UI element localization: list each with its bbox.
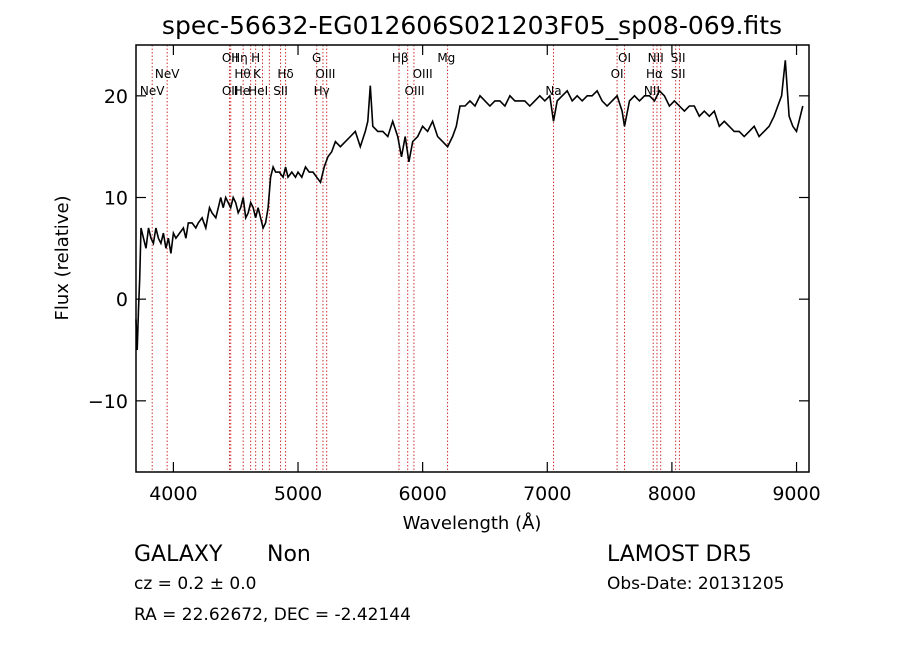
- y-tick-label: −10: [88, 391, 128, 413]
- x-tick-label: 6000: [398, 483, 446, 505]
- subclass: Non: [267, 542, 311, 567]
- spectral-line-label: Hγ: [314, 84, 330, 98]
- spectral-line-label: OIII: [405, 84, 425, 98]
- spectral-line-label: Na: [545, 84, 561, 98]
- spectral-line-label: NII: [644, 84, 660, 98]
- y-tick-label: 0: [116, 289, 128, 311]
- spectral-line-label: Hα: [646, 67, 663, 81]
- spectral-line-label: K: [253, 67, 262, 81]
- x-tick-label: 9000: [772, 483, 820, 505]
- spectral-line-label: NeV: [140, 84, 165, 98]
- x-tick-label: 7000: [523, 483, 571, 505]
- spectral-line-label: SII: [273, 84, 288, 98]
- spectral-line-label: OI: [611, 67, 624, 81]
- x-tick-label: 5000: [274, 483, 322, 505]
- y-tick-label: 10: [104, 188, 128, 210]
- y-axis-label: Flux (relative): [52, 195, 73, 320]
- observation-date: Obs-Date: 20131205: [607, 574, 784, 594]
- x-tick-label: 8000: [648, 483, 696, 505]
- spectral-line-label: He: [234, 84, 250, 98]
- y-axis: −10 0 10 20: [88, 86, 809, 413]
- survey-name: LAMOST DR5: [607, 542, 752, 567]
- x-axis: 4000 5000 6000 7000 8000 9000: [149, 45, 821, 505]
- spectrum-series: [135, 60, 804, 351]
- spectral-line-label: OII: [222, 51, 239, 65]
- spectral-line-label: OI: [618, 51, 631, 65]
- spectral-line-label: NeV: [155, 67, 180, 81]
- spectral-line-label: SII: [671, 51, 686, 65]
- object-class: GALAXY: [134, 542, 223, 567]
- redshift: cz = 0.2 ± 0.0: [134, 574, 256, 594]
- plot-frame: [135, 44, 810, 473]
- line-labels: NeVNeVOIIOIIHηHθHeHKHeIHδSIIGOIIIHγHβOII…: [140, 51, 686, 98]
- line-markers: [151, 45, 680, 472]
- spectral-line-label: NII: [648, 51, 664, 65]
- spectral-line-label: OIII: [413, 67, 433, 81]
- x-tick-label: 4000: [149, 483, 197, 505]
- spectral-line-label: SII: [671, 67, 686, 81]
- spectral-line-label: Hθ: [234, 67, 250, 81]
- coordinates: RA = 22.62672, DEC = -2.42144: [134, 605, 411, 625]
- spectral-line-label: OII: [222, 84, 239, 98]
- chart-title: spec-56632-EG012606S021203F05_sp08-069.f…: [162, 11, 782, 40]
- spectral-line-label: Hη: [231, 51, 248, 65]
- spectral-line-label: Mg: [437, 51, 455, 65]
- spectral-line-label: H: [251, 51, 260, 65]
- x-axis-label: Wavelength (Å): [403, 512, 542, 534]
- y-tick-label: 20: [104, 86, 128, 108]
- spectral-line-label: OIII: [315, 67, 335, 81]
- spectral-line-label: G: [312, 51, 321, 65]
- spectral-line-label: Hδ: [277, 67, 293, 81]
- spectral-line-label: HeI: [248, 84, 268, 98]
- spectral-line-label: Hβ: [392, 51, 409, 65]
